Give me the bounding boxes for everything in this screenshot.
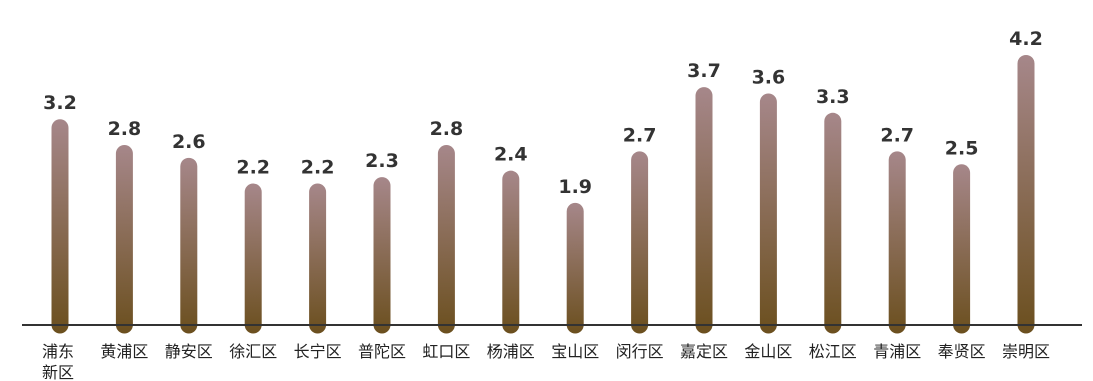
bar (437, 144, 455, 334)
value-label: 2.5 (945, 137, 979, 159)
value-label: 2.4 (494, 144, 528, 166)
bar (115, 144, 133, 334)
value-label: 3.3 (816, 86, 850, 108)
bar (695, 87, 713, 334)
value-label: 2.8 (108, 118, 142, 140)
category-label: 宝山区 (551, 342, 599, 361)
value-label: 2.2 (301, 157, 335, 179)
value-label: 3.7 (687, 60, 721, 82)
bar (51, 119, 69, 334)
bar (631, 151, 649, 334)
category-label: 普陀区 (358, 342, 406, 361)
bar (309, 183, 327, 334)
category-labels-group: 浦东新区 黄浦区 静安区 徐汇区 长宁区 普陀区 虹口区 杨浦区 宝山区 闵行区 嘉定区 金山区 松江区… (42, 342, 1050, 381)
category-label: 长宁区 (294, 342, 342, 361)
category-label: 金山区 (744, 342, 792, 361)
category-label: 黄浦区 (100, 342, 148, 361)
value-label: 3.2 (43, 92, 77, 114)
category-label: 徐汇区 (229, 342, 277, 361)
category-label: 松江区 (809, 342, 857, 361)
value-labels-group: 3.2 2.8 2.6 2.2 2.2 2.3 2.8 2.4 1.9 2.7 3.7 3.6 3.3 2… (43, 28, 1043, 198)
category-label: 奉贤区 (938, 342, 986, 361)
bar (373, 177, 391, 334)
value-label: 2.3 (365, 150, 399, 172)
value-label: 2.2 (236, 157, 270, 179)
bar (566, 202, 584, 334)
category-label: 浦东新区 (42, 342, 74, 381)
bars-group (51, 54, 1035, 334)
value-label: 1.9 (558, 176, 592, 198)
category-label: 嘉定区 (680, 342, 728, 361)
value-label: 2.8 (430, 118, 464, 140)
bar (1017, 54, 1035, 334)
category-label: 闵行区 (616, 342, 664, 361)
bar (180, 157, 198, 334)
value-label: 2.6 (172, 131, 206, 153)
value-label: 4.2 (1009, 28, 1043, 50)
category-label: 青浦区 (873, 342, 921, 361)
value-label: 2.7 (880, 124, 914, 146)
value-label: 3.6 (752, 67, 786, 89)
bar (953, 164, 971, 334)
value-label: 2.7 (623, 124, 657, 146)
bar (759, 93, 777, 334)
category-label: 崇明区 (1002, 342, 1050, 361)
bar (824, 112, 842, 334)
category-label: 杨浦区 (487, 342, 535, 361)
bar (888, 151, 906, 334)
bar (502, 170, 520, 334)
bar (244, 183, 262, 334)
category-label: 虹口区 (422, 342, 470, 361)
category-label: 静安区 (165, 342, 213, 361)
